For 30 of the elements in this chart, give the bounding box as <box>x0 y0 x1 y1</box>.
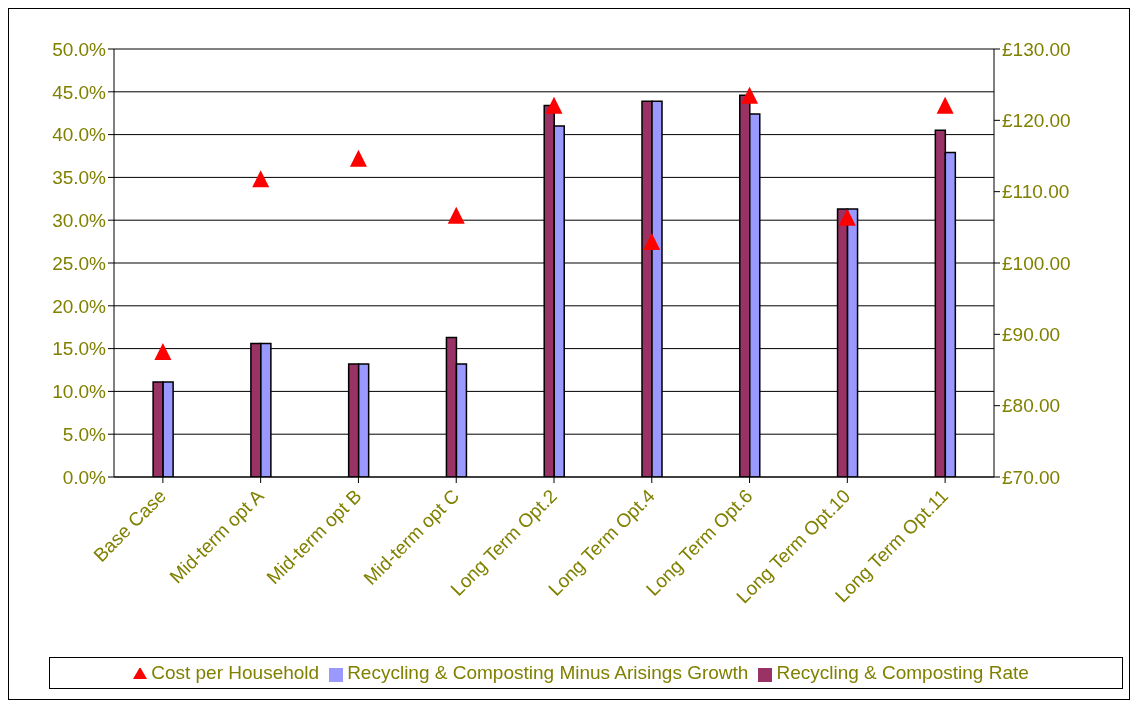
y-tick-label: 0.0% <box>62 466 107 488</box>
point <box>349 149 367 167</box>
legend-label: Recycling & Composting Rate <box>776 662 1029 683</box>
y-tick-label: 20.0% <box>52 295 107 317</box>
y-tick-label: 10.0% <box>52 381 107 403</box>
point <box>252 170 270 188</box>
y-tick-label: 15.0% <box>52 338 107 360</box>
y2-tick-label: £70.00 <box>1002 466 1061 488</box>
point <box>936 96 954 114</box>
point <box>154 342 172 360</box>
y-tick-label: 25.0% <box>52 252 107 274</box>
y2-tick-label: £110.00 <box>1002 181 1070 203</box>
point <box>741 86 759 104</box>
y-tick-label: 45.0% <box>52 81 107 103</box>
point <box>838 208 856 226</box>
y-tick-label: 5.0% <box>62 423 107 445</box>
y2-tick-label: £130.00 <box>1002 38 1071 60</box>
y-tick-label: 35.0% <box>52 167 107 189</box>
legend-label: Cost per Household <box>151 662 320 683</box>
point <box>447 206 465 224</box>
point <box>545 96 563 114</box>
y-tick-label: 40.0% <box>52 124 107 146</box>
y-tick-label: 30.0% <box>52 209 107 231</box>
legend-label: Recycling & Composting Minus Arisings Growth <box>347 662 749 683</box>
y2-tick-label: £120.00 <box>1002 110 1071 132</box>
y2-tick-label: £90.00 <box>1002 324 1061 346</box>
point <box>643 233 661 251</box>
y2-tick-label: £80.00 <box>1002 395 1061 417</box>
y-tick-label: 50.0% <box>52 38 107 60</box>
y2-tick-label: £100.00 <box>1002 252 1071 274</box>
